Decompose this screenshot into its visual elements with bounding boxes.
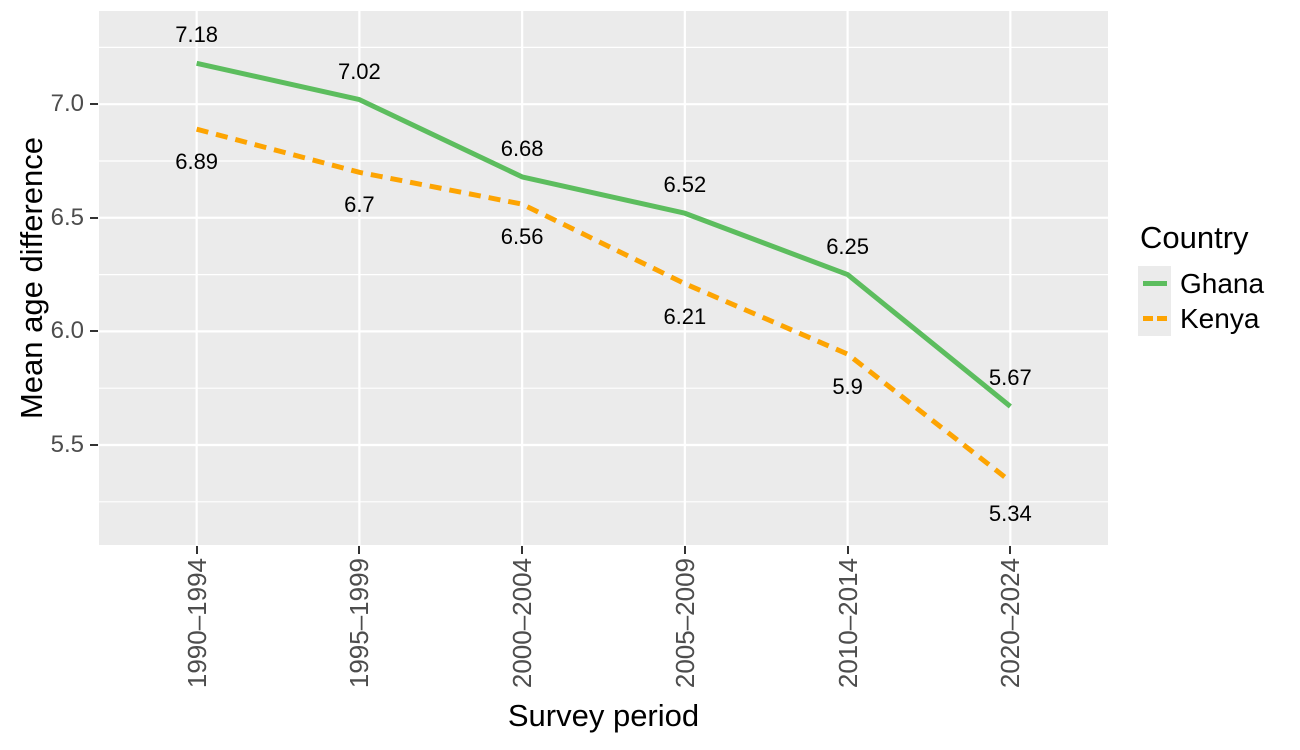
y-tick-label: 6.5: [50, 203, 84, 231]
data-label-kenya: 5.9: [832, 374, 863, 400]
x-tick-label: 2020–2024: [995, 558, 1026, 689]
x-tick-label: 2005–2009: [669, 558, 700, 689]
x-tick-label: 1995–1999: [344, 558, 375, 689]
legend-key-kenya: [1138, 301, 1171, 336]
kenya-line: [196, 126, 1012, 484]
x-tick-label: 2010–2014: [832, 558, 863, 689]
x-tick-mark: [846, 546, 849, 554]
legend: Country Ghana Kenya: [1138, 220, 1264, 336]
data-label-ghana: 7.02: [337, 58, 381, 84]
y-tick-mark: [90, 216, 98, 219]
data-label-ghana: 6.52: [663, 172, 707, 198]
y-tick-label: 6.0: [50, 317, 84, 345]
data-label-kenya: 6.7: [344, 192, 375, 218]
y-tick-label: 5.5: [50, 431, 84, 459]
legend-label-ghana: Ghana: [1180, 267, 1265, 299]
ghana-line: [196, 60, 1012, 409]
legend-item-kenya: Kenya: [1138, 301, 1264, 336]
data-label-kenya: 6.56: [500, 224, 544, 250]
y-tick-mark: [90, 103, 98, 106]
plot-panel: [99, 11, 1108, 545]
legend-key-ghana: [1138, 266, 1171, 301]
y-tick-label: 7.0: [50, 90, 84, 118]
legend-label-kenya: Kenya: [1180, 302, 1260, 334]
data-label-ghana: 5.67: [988, 365, 1032, 391]
kenya-line-swatch: [1142, 316, 1167, 321]
x-tick-mark: [683, 546, 686, 554]
data-label-ghana: 6.68: [500, 135, 544, 161]
x-tick-label: 2000–2004: [507, 558, 538, 689]
x-tick-label: 1990–1994: [181, 558, 212, 689]
x-tick-mark: [1009, 546, 1012, 554]
x-tick-mark: [195, 546, 198, 554]
y-tick-mark: [90, 330, 98, 333]
data-label-kenya: 6.21: [663, 303, 707, 329]
x-axis-title: Survey period: [507, 698, 700, 733]
legend-item-ghana: Ghana: [1138, 266, 1264, 301]
data-label-ghana: 6.25: [826, 233, 870, 259]
legend-title: Country: [1140, 220, 1249, 255]
y-tick-mark: [90, 444, 98, 447]
data-label-kenya: 6.89: [175, 149, 219, 175]
x-tick-mark: [521, 546, 524, 554]
x-tick-mark: [358, 546, 361, 554]
plot-lines-svg: [99, 11, 1108, 545]
ghana-line-swatch: [1142, 281, 1167, 286]
data-label-ghana: 7.18: [175, 22, 219, 48]
data-label-kenya: 5.34: [988, 501, 1032, 527]
